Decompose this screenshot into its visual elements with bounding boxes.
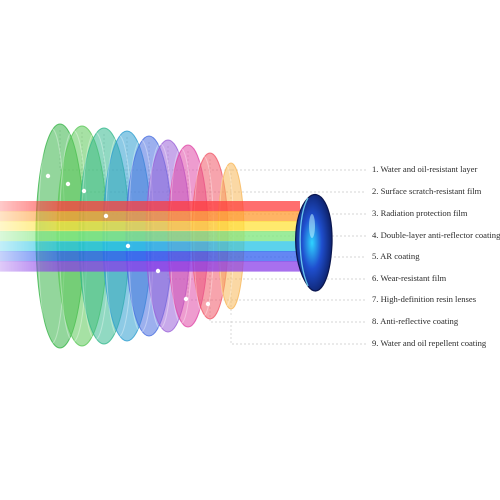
layer-label-5: 5. AR coating — [372, 251, 420, 261]
layer-marker-dot-6 — [156, 269, 160, 273]
layer-label-4: 4. Double-layer anti-reflector coating — [372, 230, 500, 240]
layer-label-9: 9. Water and oil repellent coating — [372, 338, 486, 348]
layer-marker-dot-4 — [104, 214, 108, 218]
beam-glow — [0, 230, 300, 241]
layer-marker-dot-3 — [82, 189, 86, 193]
layer-marker-dot-8 — [206, 302, 210, 306]
beam-stripe-6 — [0, 251, 300, 262]
beam-stripe-7 — [0, 261, 300, 272]
lens-shine — [309, 214, 315, 238]
layer-marker-dot-1 — [46, 174, 50, 178]
layer-marker-dot-2 — [66, 182, 70, 186]
beam-stripe-3 — [0, 221, 300, 232]
layer-marker-dot-5 — [126, 244, 130, 248]
lens-body — [296, 195, 332, 291]
layer-label-1: 1. Water and oil-resistant layer — [372, 164, 477, 174]
beam-stripe-1 — [0, 201, 300, 212]
layer-label-6: 6. Wear-resistant film — [372, 273, 446, 283]
layer-label-3: 3. Radiation protection film — [372, 208, 467, 218]
layer-label-8: 8. Anti-reflective coating — [372, 316, 458, 326]
layer-marker-dot-7 — [184, 297, 188, 301]
layer-label-7: 7. High-definition resin lenses — [372, 294, 476, 304]
lens-icon — [296, 195, 332, 291]
beam-stripe-5 — [0, 241, 300, 252]
layer-label-2: 2. Surface scratch-resistant film — [372, 186, 481, 196]
beam-stripe-2 — [0, 211, 300, 222]
light-beam — [0, 201, 300, 272]
layer-marker-dot-9 — [228, 315, 232, 319]
